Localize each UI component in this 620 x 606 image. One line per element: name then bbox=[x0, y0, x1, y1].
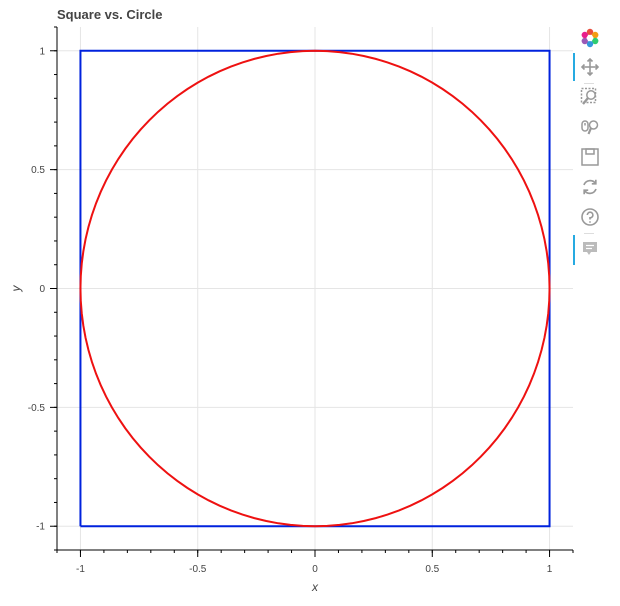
help-icon[interactable] bbox=[578, 205, 602, 229]
series-layer bbox=[79, 49, 551, 528]
square-series-line bbox=[79, 49, 551, 528]
toolbar-divider bbox=[584, 233, 594, 234]
reset-icon[interactable] bbox=[578, 175, 602, 199]
tick-labels: -1 -0.5 0 0.5 1 -1 -0.5 0 0.5 1 bbox=[28, 46, 553, 575]
x-tick-label: 0.5 bbox=[425, 564, 439, 575]
wheel-zoom-icon[interactable] bbox=[578, 115, 602, 139]
bokeh-logo-icon bbox=[578, 26, 602, 50]
y-tick-label: 0.5 bbox=[31, 165, 45, 176]
y-axis-label: y bbox=[9, 285, 23, 293]
toolbar-divider bbox=[584, 83, 594, 84]
x-tick-label: -0.5 bbox=[189, 564, 207, 575]
x-tick-label: 0 bbox=[312, 564, 318, 575]
grid bbox=[57, 27, 573, 550]
box-zoom-icon[interactable] bbox=[578, 85, 602, 109]
axes bbox=[50, 26, 574, 557]
toolbar bbox=[572, 26, 608, 276]
y-tick-label: 1 bbox=[39, 46, 45, 57]
hover-active-indicator bbox=[573, 235, 575, 265]
pan-icon[interactable] bbox=[578, 55, 602, 79]
hover-icon[interactable] bbox=[578, 237, 602, 261]
y-tick-label: 0 bbox=[39, 284, 45, 295]
x-axis-label: x bbox=[311, 580, 319, 594]
y-tick-label: -1 bbox=[36, 522, 45, 533]
chart-title: Square vs. Circle bbox=[57, 7, 163, 22]
circle-series-line bbox=[79, 49, 551, 528]
pan-active-indicator bbox=[573, 53, 575, 81]
y-tick-label: -0.5 bbox=[28, 403, 46, 414]
x-tick-label: 1 bbox=[547, 564, 553, 575]
save-icon[interactable] bbox=[578, 145, 602, 169]
x-tick-label: -1 bbox=[76, 564, 85, 575]
